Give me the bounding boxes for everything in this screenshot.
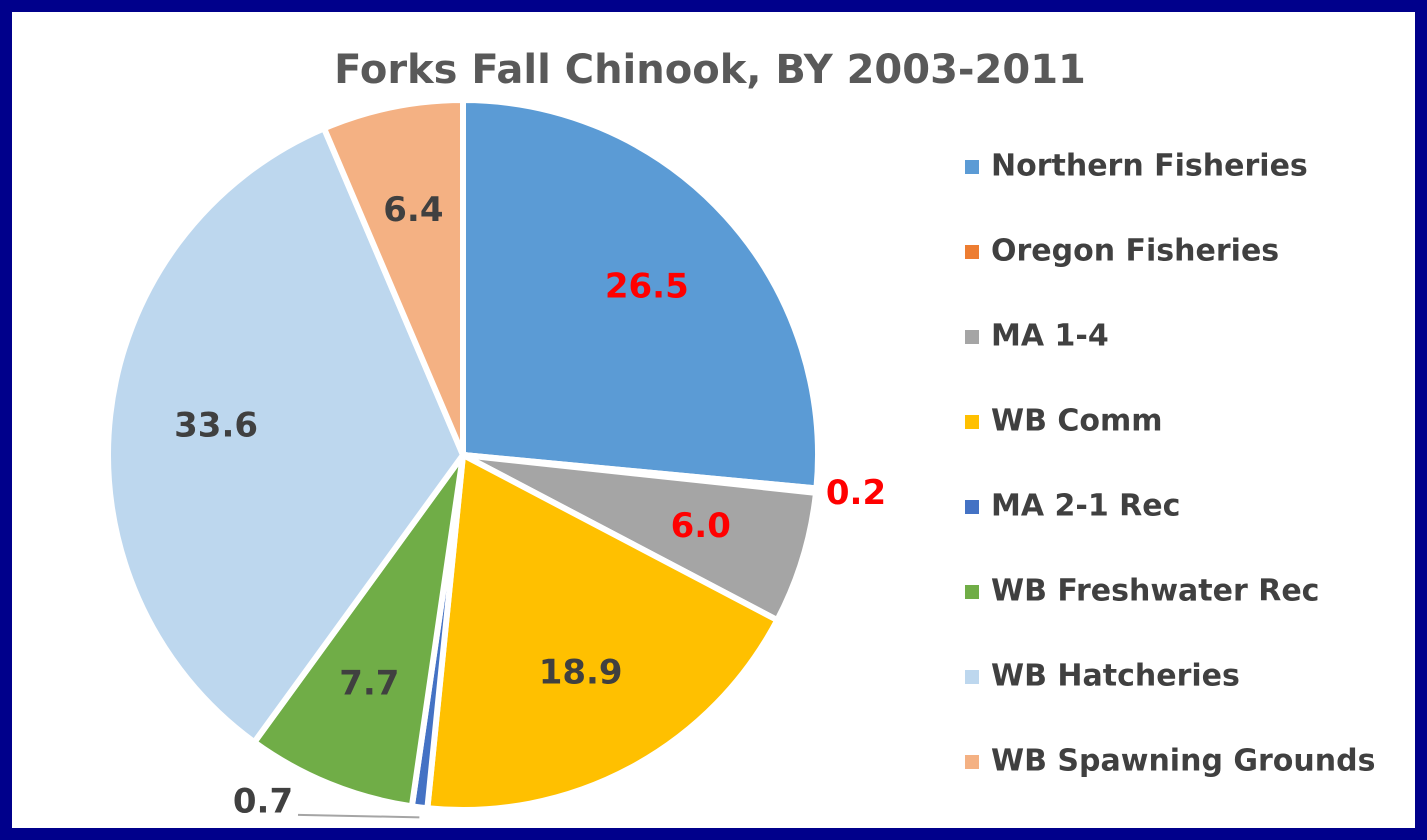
legend-label: WB Comm	[991, 404, 1163, 439]
pie-slice	[105, 124, 467, 747]
legend-label: Oregon Fisheries	[991, 234, 1279, 269]
pie-slice	[250, 453, 466, 810]
legend-label: Northern Fisheries	[991, 149, 1308, 184]
data-label: 26.5	[605, 266, 689, 306]
legend-label: WB Hatcheries	[991, 659, 1240, 694]
legend-label: WB Freshwater Rec	[991, 574, 1319, 609]
chart-title: Forks Fall Chinook, BY 2003-2011	[334, 47, 1086, 93]
data-label: 18.9	[539, 652, 623, 692]
leader-line	[297, 813, 420, 819]
data-label: 6.4	[383, 190, 443, 230]
data-label: 0.7	[233, 781, 293, 821]
legend-swatch	[965, 585, 979, 599]
data-label: 6.0	[671, 506, 731, 546]
data-label: 33.6	[174, 405, 258, 445]
legend-label: WB Spawning Grounds	[991, 744, 1375, 779]
legend-swatch	[965, 415, 979, 429]
legend-swatch	[965, 755, 979, 769]
legend-swatch	[965, 330, 979, 344]
legend-label: MA 2-1 Rec	[991, 489, 1180, 524]
data-label: 7.7	[339, 664, 399, 704]
pie-slice	[460, 96, 821, 492]
legend-swatch	[965, 500, 979, 514]
legend-swatch	[965, 670, 979, 684]
pie-slice	[320, 96, 466, 457]
legend-label: MA 1-4	[991, 319, 1109, 354]
pie-slice	[424, 450, 782, 813]
legend-swatch	[965, 245, 979, 259]
legend-swatch	[965, 160, 979, 174]
data-label: 0.2	[826, 473, 886, 513]
